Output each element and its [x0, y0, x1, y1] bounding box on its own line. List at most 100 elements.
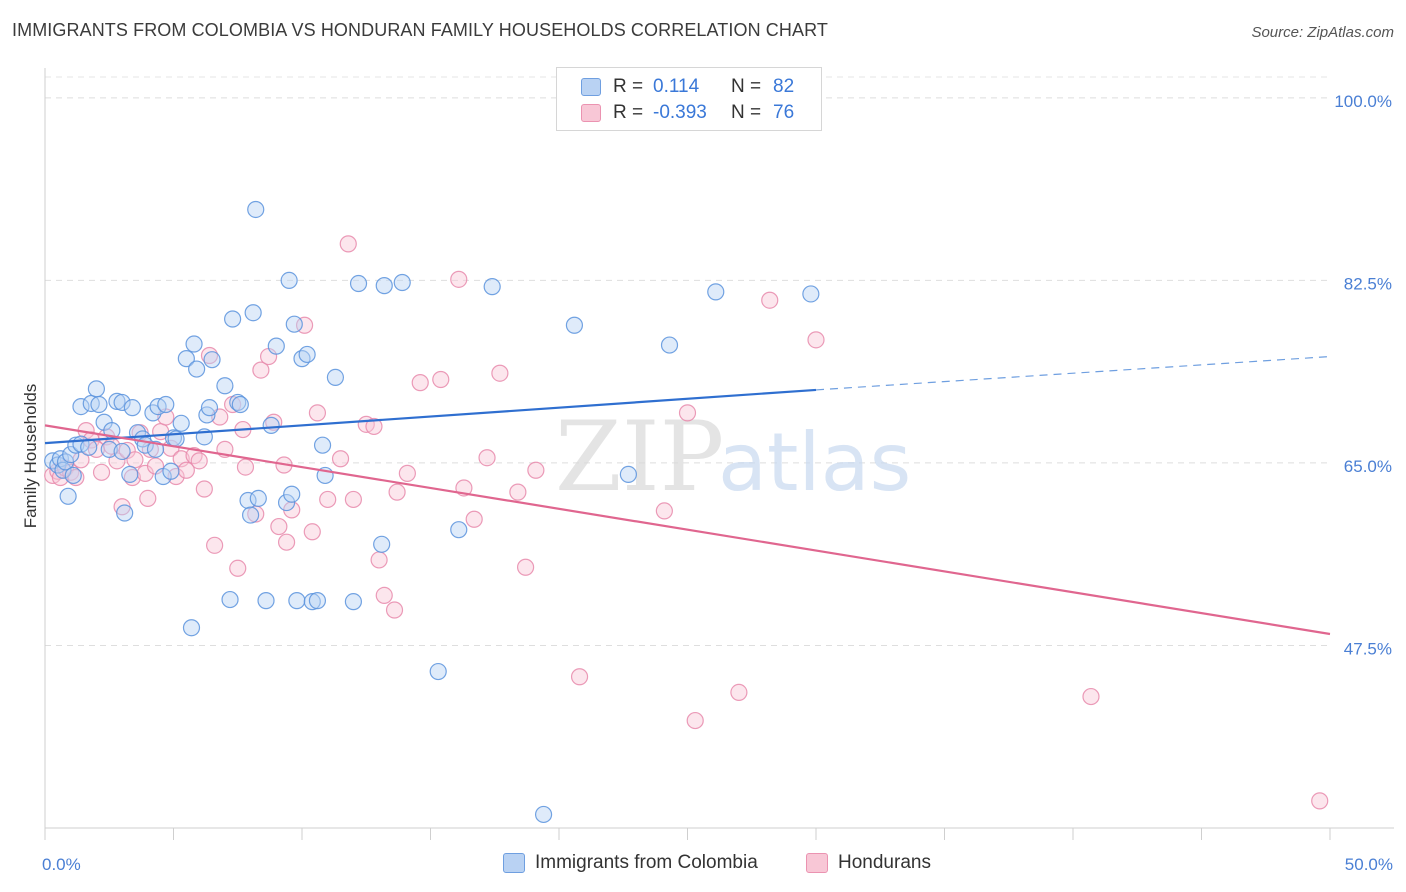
y-tick-label: 65.0%: [1344, 457, 1392, 476]
colombia-point: [285, 315, 303, 333]
chart-title: IMMIGRANTS FROM COLOMBIA VS HONDURAN FAM…: [12, 20, 828, 40]
honduran-point: [370, 551, 388, 569]
legend-r-label: R =: [613, 102, 644, 123]
tick-labels: 47.5% 65.0% 82.5% 100.0% 0.0% 50.0%: [42, 92, 1393, 874]
colombia-point: [283, 485, 301, 503]
honduran-point: [570, 668, 589, 686]
colombia-point: [216, 377, 234, 395]
legend-row-colombia: R = 0.114 N = 82: [581, 75, 794, 99]
legend-swatch-hondurans: [806, 853, 828, 873]
honduran-point: [236, 458, 255, 476]
legend-item-hondurans[interactable]: Hondurans: [806, 852, 931, 874]
colombia-point: [239, 491, 257, 510]
honduran-point: [344, 490, 362, 509]
watermark: ZIP atlas: [555, 401, 911, 513]
y-tick-label: 47.5%: [1344, 639, 1392, 658]
honduran-point: [331, 450, 350, 468]
colombia-point: [619, 465, 637, 484]
colombia-point: [802, 285, 820, 303]
source-note: Source: ZipAtlas.com: [1251, 24, 1394, 41]
colombia-point: [172, 414, 190, 432]
colombia-point: [280, 271, 298, 289]
colombia-point: [87, 380, 106, 398]
y-tick-label: 82.5%: [1344, 274, 1392, 293]
colombia-point: [157, 395, 175, 414]
honduran-point: [655, 502, 673, 520]
legend-label-hondurans: Hondurans: [838, 852, 931, 873]
honduran-point: [678, 404, 697, 422]
honduran-point: [388, 483, 406, 501]
honduran-point: [319, 490, 337, 509]
watermark-atlas: atlas: [718, 416, 911, 509]
series-hondurans: [44, 235, 1329, 810]
trend-line-colombia: [44, 388, 817, 445]
honduran-point: [411, 374, 429, 392]
honduran-point: [730, 683, 748, 702]
watermark-zip: ZIP: [555, 401, 724, 513]
legend-row-hondurans: R = -0.393 N = 76: [581, 101, 794, 125]
colombia-point: [72, 398, 90, 416]
honduran-point: [139, 489, 157, 507]
honduran-point: [478, 449, 496, 467]
honduran-point: [190, 452, 208, 470]
honduran-point: [270, 517, 288, 536]
honduran-point: [277, 533, 296, 551]
colombia-point: [534, 805, 553, 824]
colombia-point: [113, 393, 131, 412]
honduran-point: [761, 291, 779, 309]
colombia-point: [277, 493, 296, 512]
legend-n-value: 76: [773, 102, 795, 123]
colombia-point: [373, 535, 391, 553]
honduran-point: [123, 468, 141, 487]
honduran-point: [229, 559, 247, 577]
colombia-point: [100, 440, 118, 458]
honduran-point: [252, 361, 270, 379]
colombia-point: [177, 350, 195, 368]
colombia-point: [162, 462, 180, 480]
legend-n-label: N =: [731, 102, 762, 123]
y-axis-label: Family Households: [21, 384, 40, 529]
honduran-point: [375, 586, 393, 604]
honduran-point: [365, 417, 383, 436]
honduran-point: [509, 483, 527, 501]
colombia-point: [231, 395, 249, 414]
colombia-point: [108, 392, 126, 410]
legend-label-colombia: Immigrants from Colombia: [535, 852, 758, 873]
colombia-point: [375, 277, 393, 295]
colombia-point: [288, 592, 306, 610]
colombia-point: [257, 592, 275, 610]
colombia-point: [707, 283, 725, 301]
honduran-point: [308, 404, 327, 422]
correlation-legend: R = 0.114 N = 82 R = -0.393 N = 76: [556, 67, 822, 131]
legend-n-value: 82: [773, 76, 795, 97]
honduran-point: [432, 370, 450, 389]
colombia-point: [113, 442, 131, 461]
honduran-point: [185, 447, 203, 465]
honduran-point: [398, 464, 416, 482]
honduran-point: [1082, 687, 1100, 706]
trend-line-colombia-extension: [815, 355, 1331, 391]
colombia-point: [80, 438, 98, 456]
honduran-point: [92, 463, 111, 481]
colombia-point: [182, 619, 201, 637]
honduran-point: [195, 480, 213, 498]
colombia-point: [224, 310, 242, 328]
colombia-point: [121, 465, 139, 484]
colombia-point: [116, 504, 134, 522]
axes: [44, 68, 1394, 840]
legend-item-colombia[interactable]: Immigrants from Colombia: [503, 852, 758, 874]
colombia-point: [247, 200, 265, 219]
legend-r-value: -0.393: [653, 102, 707, 123]
legend-r-label: R =: [613, 76, 644, 97]
x-tick-label: 0.0%: [42, 855, 81, 874]
colombia-point: [59, 487, 77, 505]
legend-n-label: N =: [731, 76, 762, 97]
trend-line-hondurans: [44, 424, 1331, 636]
honduran-point: [491, 364, 509, 382]
colombia-point: [249, 489, 267, 507]
y-tick-label: 100.0%: [1334, 92, 1392, 111]
colombia-point: [429, 662, 447, 681]
colombia-point: [64, 466, 82, 485]
honduran-point: [1311, 792, 1329, 810]
honduran-point: [167, 467, 185, 486]
